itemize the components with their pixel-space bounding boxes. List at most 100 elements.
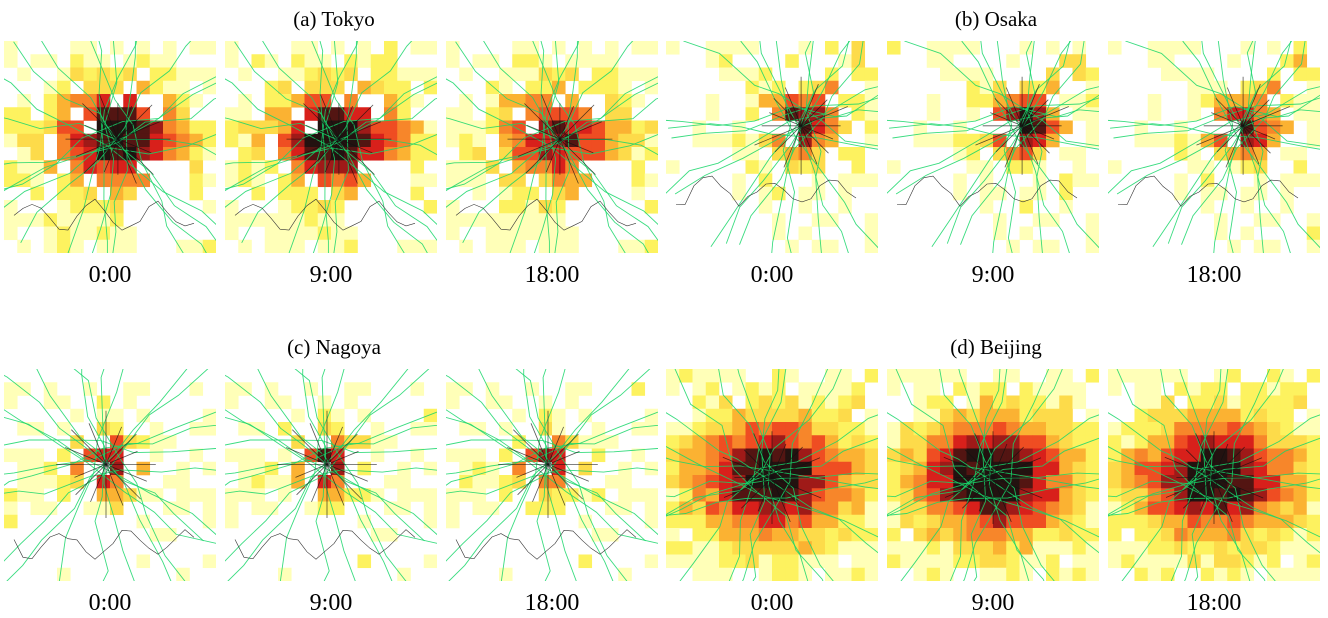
heatmap-cell: [1121, 435, 1135, 449]
heatmap-cell: [264, 54, 279, 68]
heatmap-cell: [1240, 475, 1255, 489]
rail-line-core: [723, 457, 821, 498]
heatmap-cell: [225, 382, 239, 396]
rail-line: [4, 78, 216, 225]
heatmap-cell: [758, 94, 773, 108]
heatmap-cell: [1046, 369, 1060, 383]
heatmap-cell: [758, 501, 773, 516]
heatmap-cell: [1174, 147, 1188, 161]
heatmap-cell: [953, 67, 967, 82]
heatmap-cell: [278, 213, 292, 227]
rail-line: [963, 369, 1050, 581]
heatmap-cell: [136, 408, 151, 423]
heatmap-cell: [1059, 369, 1073, 383]
heatmap-svg: [1108, 369, 1320, 581]
heatmap-cell: [979, 567, 994, 581]
heatmap-cell: [887, 369, 901, 383]
heatmap-cell: [331, 160, 345, 174]
heatmap-cell: [864, 567, 878, 581]
heatmap-cell: [512, 173, 526, 188]
heatmap-cell: [864, 107, 878, 121]
heatmap-cell: [1200, 554, 1215, 569]
heatmap-cell: [772, 448, 786, 463]
heatmap-cell: [278, 186, 292, 201]
heatmap-cell: [17, 461, 31, 476]
heatmap-cell: [17, 422, 31, 436]
heatmap-cell: [499, 488, 513, 502]
heatmap-cell: [940, 369, 954, 383]
heatmap-cell: [605, 67, 619, 82]
rail-line: [887, 437, 1099, 517]
heatmap-cell: [384, 80, 398, 95]
heatmap-cell: [565, 395, 579, 410]
time-label: 18:00: [524, 262, 580, 288]
heatmap-cell: [679, 554, 693, 569]
heatmap-cell: [1121, 488, 1135, 502]
heatmap-cell: [851, 173, 866, 188]
heatmap-cell: [1134, 528, 1149, 542]
heatmap-cell: [578, 435, 593, 449]
heatmap-cell: [644, 147, 658, 161]
heatmap-cell: [719, 395, 733, 410]
heatmap-cell: [1019, 160, 1034, 174]
heatmap-cell: [926, 54, 941, 68]
heatmap-cell: [552, 41, 566, 55]
heatmap-cell: [578, 173, 593, 188]
heatmap-cell: [758, 173, 773, 188]
heatmap-cell: [552, 239, 566, 253]
heatmap-cell: [719, 567, 733, 581]
heatmap-cell: [785, 435, 799, 449]
heatmap-cell: [251, 475, 266, 489]
heatmap-cell: [1085, 435, 1099, 449]
heatmap-cell: [605, 80, 619, 95]
heatmap-cell: [499, 395, 513, 410]
heatmap-cell: [202, 422, 216, 436]
heatmap-cell: [618, 567, 632, 581]
heatmap-cell: [1280, 147, 1294, 161]
rail-line: [6, 369, 188, 581]
heatmap-cell: [70, 213, 84, 227]
heatmap-cell: [1253, 239, 1268, 253]
heatmap-cell: [136, 54, 151, 68]
heatmap-cell: [1293, 147, 1308, 161]
heatmap-cell: [993, 147, 1007, 161]
heatmap-cell: [30, 160, 45, 174]
heatmap-cell: [732, 501, 746, 516]
heatmap-cell: [30, 448, 45, 463]
heatmap-cell: [423, 41, 437, 55]
heatmap-cell: [838, 488, 852, 502]
heatmap-cell: [1214, 435, 1228, 449]
heatmap-cell: [811, 239, 826, 253]
heatmap-cell: [110, 67, 124, 82]
rail-line: [668, 123, 878, 150]
heatmap-cell: [565, 94, 579, 108]
heatmap-cell: [1134, 408, 1149, 423]
heatmap-cell: [1108, 160, 1122, 174]
heatmap-cell: [57, 80, 71, 95]
heatmap-cell: [1085, 369, 1099, 383]
heatmap-cell: [397, 239, 411, 253]
heatmap-cell: [1267, 567, 1281, 581]
heatmap-cell: [1306, 239, 1320, 253]
heatmap-cell: [459, 133, 473, 148]
heatmap-cell: [1019, 435, 1034, 449]
heatmap-cell: [225, 120, 239, 135]
heatmap-cell: [57, 94, 71, 108]
heatmap-cell: [591, 422, 606, 436]
heatmap-cell: [1214, 567, 1228, 581]
heatmap-cell: [591, 448, 606, 463]
heatmap-cell: [993, 528, 1007, 542]
heatmap-cell: [1072, 395, 1087, 410]
heatmap-cell: [525, 200, 540, 214]
rail-line: [446, 411, 658, 486]
heatmap-cell: [251, 120, 266, 135]
heatmap-cell: [472, 186, 487, 201]
heatmap-cell: [512, 408, 526, 423]
heatmap-cell: [1200, 94, 1215, 108]
heatmap-cell: [732, 173, 746, 188]
heatmap-cell: [1240, 408, 1255, 423]
heatmap-cell: [30, 120, 45, 135]
heatmap-cell: [357, 382, 372, 396]
heatmap-cell: [4, 200, 18, 214]
heatmap-cell: [705, 107, 720, 121]
